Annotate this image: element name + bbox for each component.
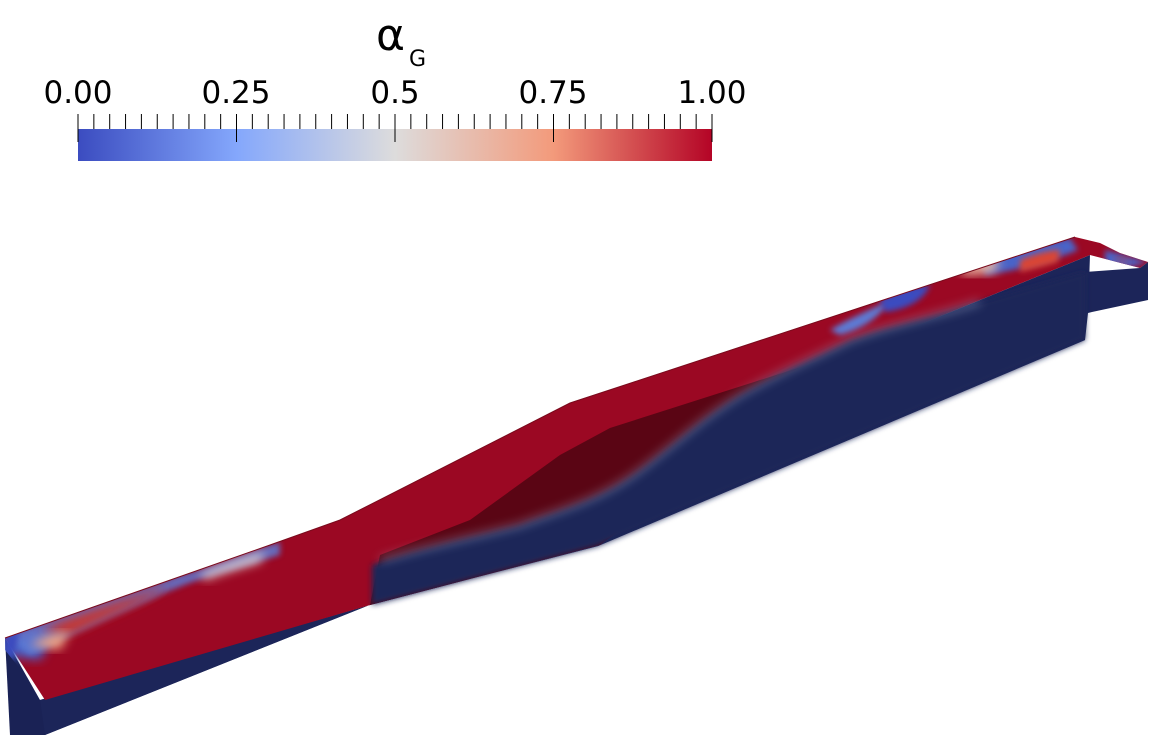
channel-geometry — [4, 236, 1148, 735]
outlet-block — [1085, 262, 1148, 313]
top-edge — [4, 236, 1076, 639]
tick-label-quarter: 0.25 — [201, 75, 270, 111]
colorbar-ticks — [77, 114, 713, 142]
legend-title: α — [376, 10, 405, 61]
tick-label-three-quarter: 0.75 — [518, 75, 587, 111]
legend-title-subscript: G — [409, 47, 426, 72]
tick-label-min: 0.00 — [43, 75, 112, 111]
interface-band — [379, 299, 981, 563]
tick-label-mid: 0.5 — [370, 75, 419, 111]
outlet-mixing-region — [830, 238, 1148, 335]
tick-label-max: 1.00 — [677, 75, 746, 111]
liquid-front — [372, 272, 1085, 605]
channel-inlet-face — [5, 638, 45, 735]
color-legend: α G 0.00 0.25 0.5 0.75 1.00 — [43, 10, 747, 161]
inlet-mixing-region — [5, 542, 280, 660]
legend-tick-labels: 0.00 0.25 0.5 0.75 1.00 — [43, 75, 746, 111]
